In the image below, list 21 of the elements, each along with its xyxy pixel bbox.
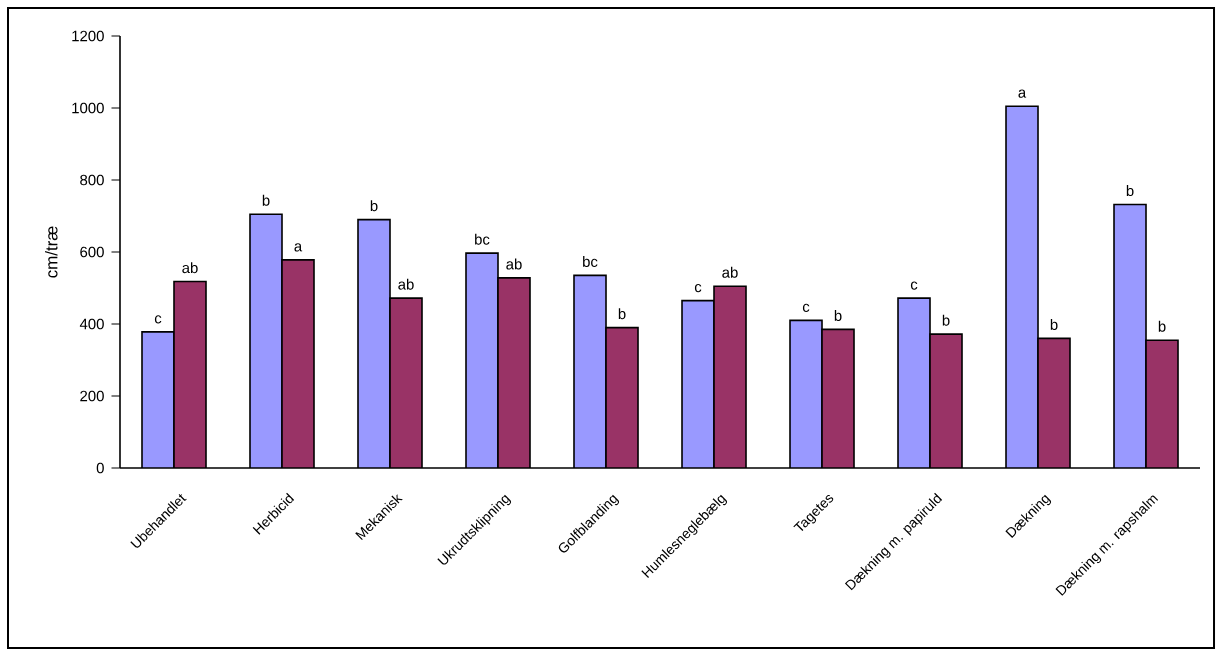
- bar: [282, 259, 314, 468]
- bar: [1038, 338, 1071, 468]
- bar: [822, 329, 855, 468]
- bar: [898, 298, 931, 468]
- bar: [790, 320, 823, 468]
- bar: [390, 298, 422, 468]
- bar: [174, 281, 206, 468]
- bar: [606, 327, 639, 468]
- bar: [358, 219, 390, 468]
- bar: [498, 277, 530, 468]
- bar: [1145, 339, 1179, 468]
- bar: [714, 286, 747, 468]
- bar: [930, 334, 963, 468]
- bar: [1113, 203, 1147, 468]
- bar: [142, 331, 174, 468]
- bar: [466, 253, 498, 468]
- y-axis-title: cm/træ: [45, 226, 58, 278]
- bar: [1006, 106, 1039, 468]
- bar: [574, 275, 607, 468]
- bar: [250, 214, 282, 468]
- bar: [682, 300, 715, 468]
